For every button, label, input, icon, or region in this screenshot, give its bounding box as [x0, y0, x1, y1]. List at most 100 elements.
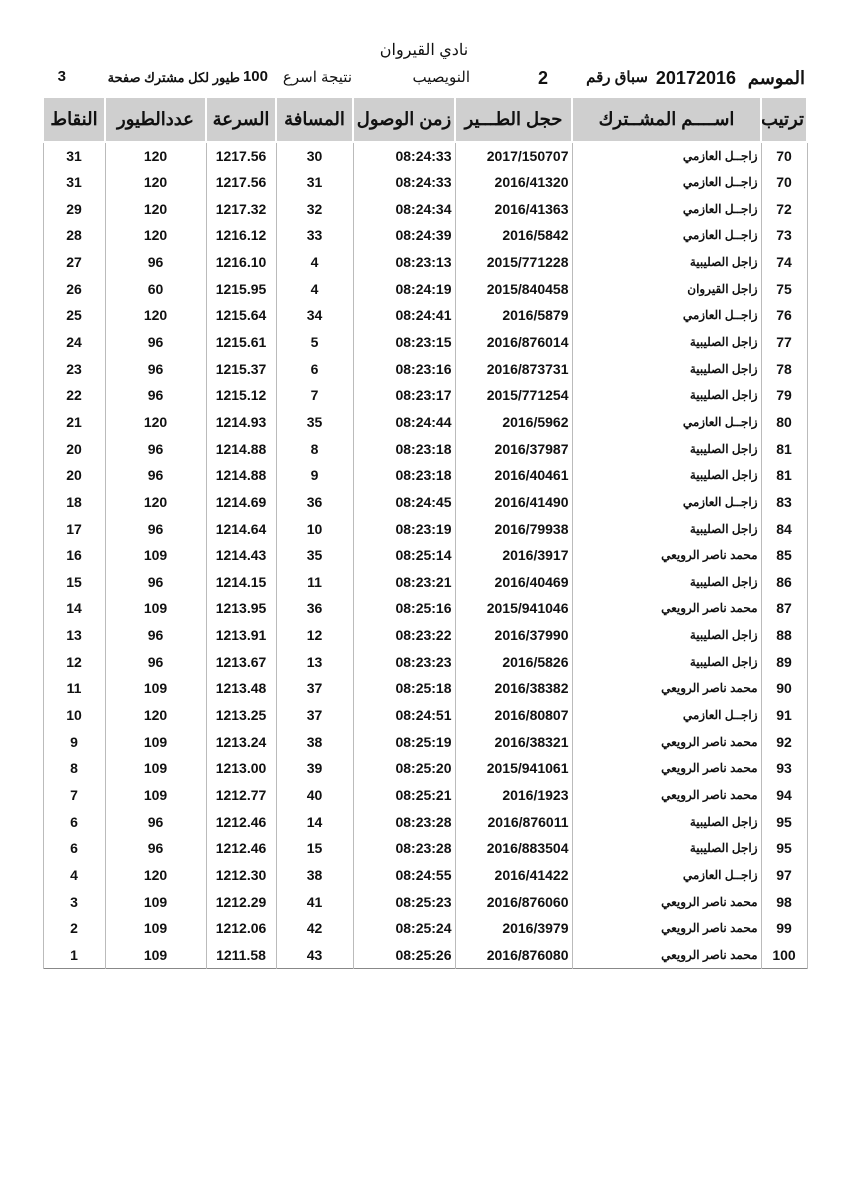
cell-speed: 1213.25	[205, 701, 277, 729]
cell-points: 24	[42, 328, 106, 356]
cell-points: 1	[42, 941, 106, 969]
cell-rank: 85	[760, 541, 808, 569]
table-row: 81 زاجل الصليبية 2016/40461 08:23:18 9 1214.8…	[42, 461, 808, 489]
cell-distance: 13	[275, 648, 354, 676]
table-row: 72 زاجــل العازمي 2016/41363 08:24:34 32 1217…	[42, 195, 808, 222]
cell-ring: 2016/3917	[454, 541, 573, 569]
cell-participant: زاجل الصليبية	[571, 835, 762, 862]
cell-participant: زاجل الصليبية	[571, 435, 762, 462]
cell-ring: 2015/941061	[454, 755, 573, 782]
cell-points: 14	[42, 595, 106, 622]
cell-ring: 2016/876060	[454, 888, 573, 916]
cell-points: 16	[42, 541, 106, 569]
cell-points: 28	[42, 221, 106, 249]
cell-birds-count: 96	[104, 648, 207, 676]
cell-birds-count: 96	[104, 355, 207, 382]
cell-distance: 31	[275, 168, 354, 196]
cell-distance: 32	[275, 195, 354, 222]
cell-speed: 1213.24	[205, 728, 277, 756]
cell-distance: 6	[275, 355, 354, 382]
cell-arrival-time: 08:25:26	[352, 941, 456, 969]
cell-ring: 2016/41422	[454, 861, 573, 889]
cell-distance: 38	[275, 861, 354, 889]
cell-arrival-time: 08:24:19	[352, 275, 456, 302]
cell-distance: 36	[275, 488, 354, 516]
cell-participant: محمد ناصر الرويعي	[571, 941, 762, 969]
cell-participant: زاجــل العازمي	[571, 861, 762, 889]
cell-points: 21	[42, 408, 106, 436]
cell-points: 7	[42, 781, 106, 809]
cell-ring: 2017/150707	[454, 142, 573, 169]
cell-arrival-time: 08:23:13	[352, 248, 456, 276]
table-row: 76 زاجــل العازمي 2016/5879 08:24:41 34 1215.…	[42, 301, 808, 329]
cell-arrival-time: 08:23:19	[352, 515, 456, 542]
table-row: 90 محمد ناصر الرويعي 2016/38382 08:25:18 37 1…	[42, 675, 808, 702]
cell-birds-count: 109	[104, 541, 207, 569]
cell-rank: 81	[760, 461, 808, 489]
table-row: 74 زاجل الصليبية 2015/771228 08:23:13 4 1216.…	[42, 248, 808, 276]
cell-ring: 2015/771228	[454, 248, 573, 276]
cell-points: 2	[42, 915, 106, 942]
cell-points: 31	[42, 168, 106, 196]
cell-rank: 88	[760, 621, 808, 649]
cell-participant: زاجــل العازمي	[571, 195, 762, 222]
cell-speed: 1212.46	[205, 808, 277, 836]
cell-birds-count: 120	[104, 142, 207, 169]
cell-rank: 95	[760, 835, 808, 862]
cell-ring: 2016/79938	[454, 515, 573, 542]
cell-speed: 1212.30	[205, 861, 277, 889]
cell-points: 31	[42, 142, 106, 169]
table-row: 70 زاجــل العازمي 2016/41320 08:24:33 31 1217…	[42, 168, 808, 196]
cell-birds-count: 109	[104, 941, 207, 969]
table-row: 81 زاجل الصليبية 2016/37987 08:23:18 8 1214.8…	[42, 435, 808, 462]
results-table: ترتيب اســــم المشــترك حجل الطـــير زمن…	[42, 96, 808, 969]
cell-birds-count: 96	[104, 808, 207, 836]
table-row: 73 زاجــل العازمي 2016/5842 08:24:39 33 1216.…	[42, 221, 808, 249]
cell-ring: 2015/941046	[454, 595, 573, 622]
cell-birds-count: 109	[104, 595, 207, 622]
cell-arrival-time: 08:24:34	[352, 195, 456, 222]
cell-ring: 2016/41320	[454, 168, 573, 196]
cell-distance: 15	[275, 835, 354, 862]
cell-rank: 80	[760, 408, 808, 436]
cell-rank: 79	[760, 381, 808, 409]
cell-rank: 99	[760, 915, 808, 942]
cell-ring: 2015/840458	[454, 275, 573, 302]
cell-speed: 1213.00	[205, 755, 277, 782]
cell-arrival-time: 08:23:28	[352, 808, 456, 836]
cell-arrival-time: 08:23:21	[352, 568, 456, 596]
cell-distance: 30	[275, 142, 354, 169]
cell-rank: 84	[760, 515, 808, 542]
table-row: 70 زاجــل العازمي 2017/150707 08:24:33 30 121…	[42, 142, 808, 169]
cell-birds-count: 96	[104, 621, 207, 649]
cell-points: 18	[42, 488, 106, 516]
cell-ring: 2016/1923	[454, 781, 573, 809]
cell-speed: 1212.06	[205, 915, 277, 942]
cell-arrival-time: 08:23:15	[352, 328, 456, 356]
cell-rank: 90	[760, 675, 808, 702]
cell-arrival-time: 08:25:20	[352, 755, 456, 782]
table-row: 77 زاجل الصليبية 2016/876014 08:23:15 5 1215.…	[42, 328, 808, 356]
cell-participant: محمد ناصر الرويعي	[571, 541, 762, 569]
cell-participant: زاجل الصليبية	[571, 621, 762, 649]
table-row: 93 محمد ناصر الرويعي 2015/941061 08:25:20 39…	[42, 755, 808, 782]
cell-rank: 91	[760, 701, 808, 729]
cell-participant: زاجل الصليبية	[571, 328, 762, 356]
cell-birds-count: 96	[104, 435, 207, 462]
cell-speed: 1215.37	[205, 355, 277, 382]
cell-arrival-time: 08:23:17	[352, 381, 456, 409]
col-header-speed: السرعة	[205, 96, 277, 143]
cell-arrival-time: 08:24:45	[352, 488, 456, 516]
table-row: 94 محمد ناصر الرويعي 2016/1923 08:25:21 40 12…	[42, 781, 808, 809]
cell-distance: 4	[275, 248, 354, 276]
cell-ring: 2016/876011	[454, 808, 573, 836]
table-row: 87 محمد ناصر الرويعي 2015/941046 08:25:16 36…	[42, 595, 808, 622]
cell-participant: زاجل الصليبية	[571, 515, 762, 542]
cell-points: 25	[42, 301, 106, 329]
cell-birds-count: 96	[104, 381, 207, 409]
table-row: 92 محمد ناصر الرويعي 2016/38321 08:25:19 38 1…	[42, 728, 808, 756]
cell-arrival-time: 08:23:22	[352, 621, 456, 649]
cell-points: 29	[42, 195, 106, 222]
cell-rank: 73	[760, 221, 808, 249]
cell-birds-count: 109	[104, 728, 207, 756]
